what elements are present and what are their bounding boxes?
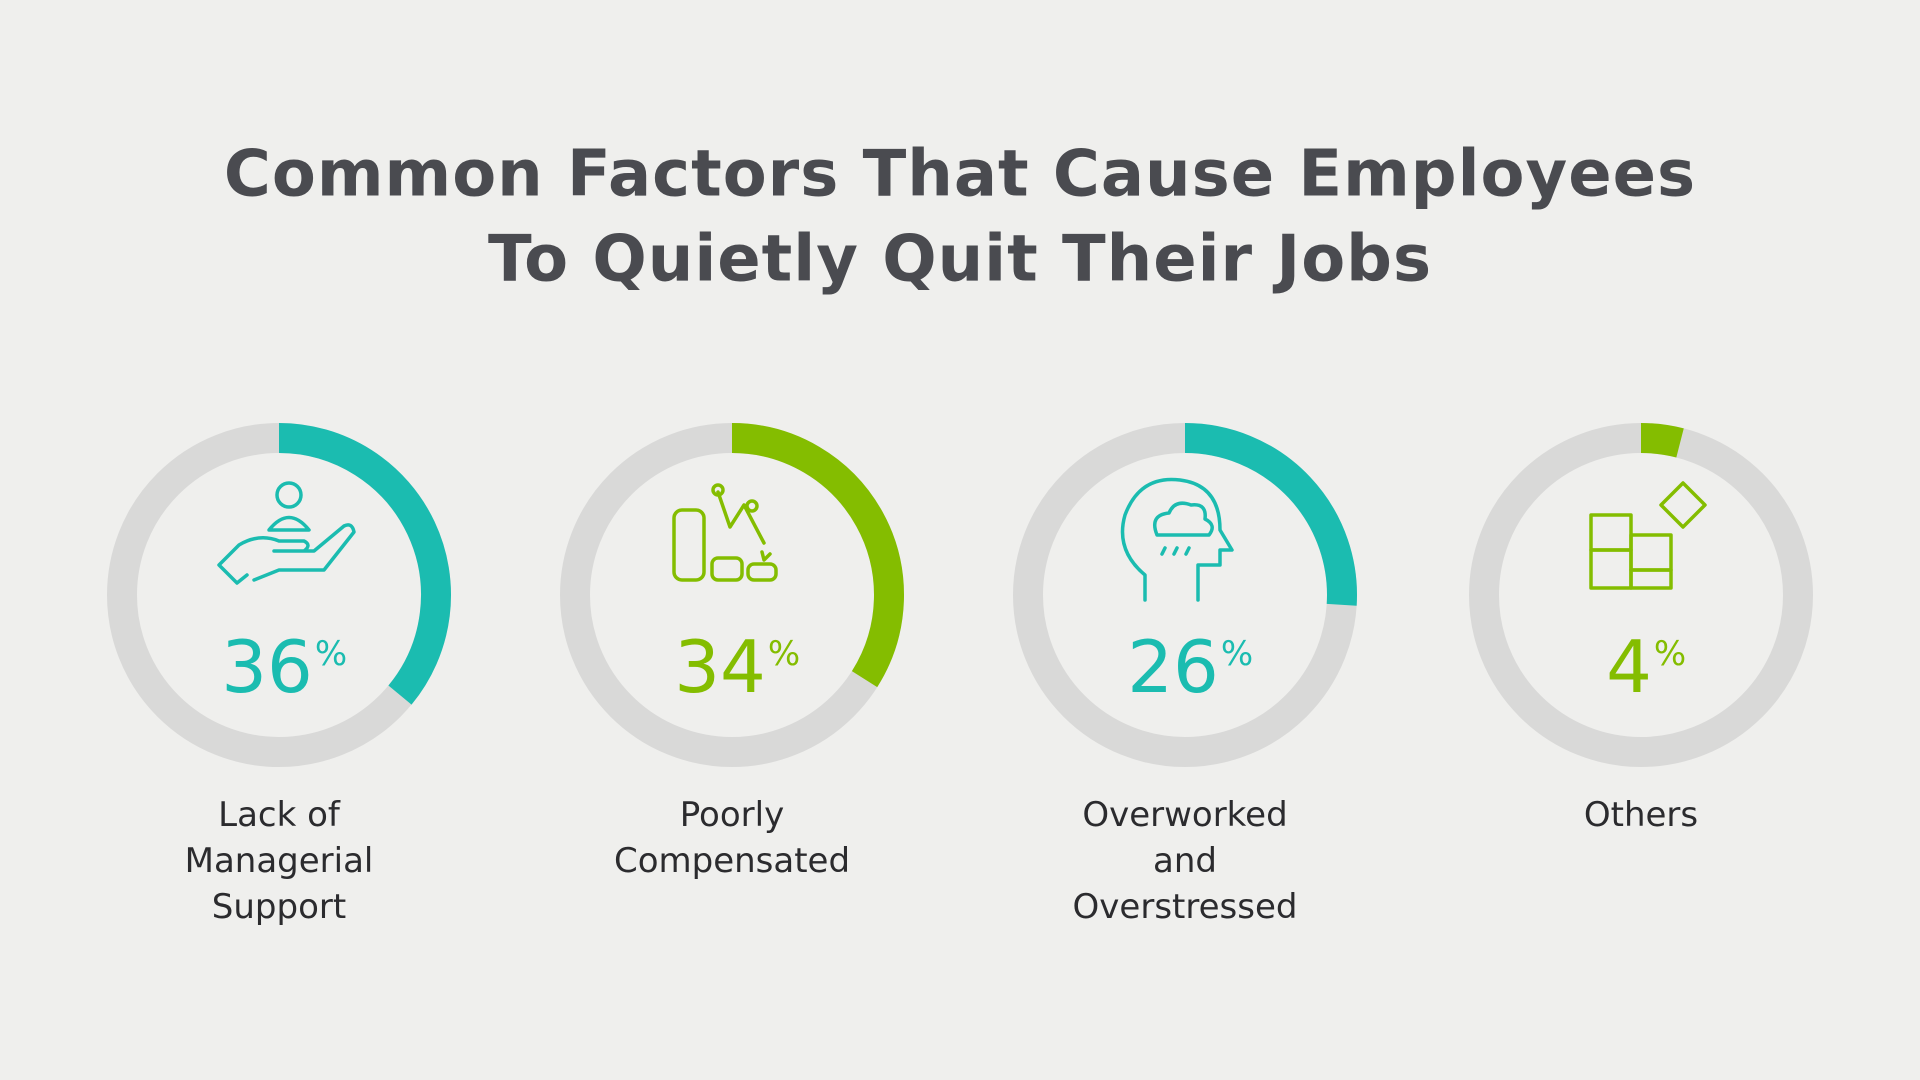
category-label: Overworked and Overstressed [1072,795,1298,927]
gauge-arc [1640,423,1684,458]
value-label: 4 [1606,625,1652,709]
icon-hand [217,481,356,585]
unit-label: % [1654,634,1686,674]
icon-coins [672,483,778,582]
category-label: Poorly Compensated [613,795,851,881]
category-label: Others [1583,795,1699,835]
gauge-arc [278,423,451,705]
chart-title: To Quietly Quit Their Jobs [488,223,1432,297]
value-label: 26 [1127,625,1219,709]
unit-label: % [315,634,347,674]
category-label: Lack of Managerial Support [184,795,374,927]
gauge-arc [1184,423,1357,606]
icon-puzzle [1589,481,1707,590]
unit-label: % [768,634,800,674]
gauge-arc [731,423,904,688]
icon-head [1120,477,1234,602]
chart-title: Common Factors That Cause Employees [224,138,1696,212]
value-label: 34 [674,625,766,709]
value-label: 36 [221,625,313,709]
unit-label: % [1221,634,1253,674]
